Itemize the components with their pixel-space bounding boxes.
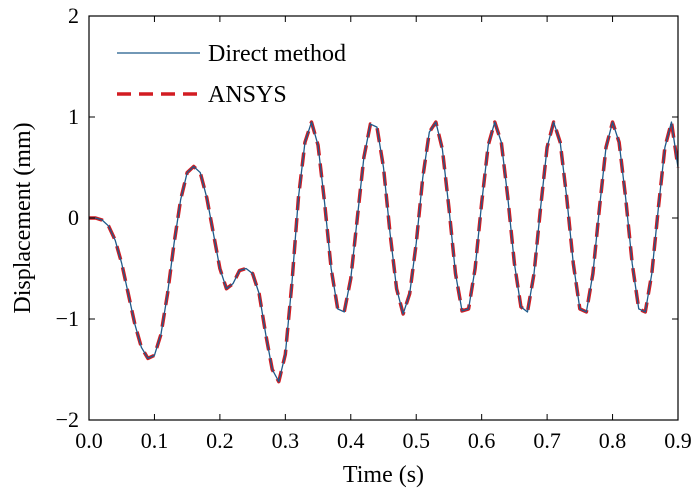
x-tick-label: 0.1 [141,428,169,453]
series-line-1 [89,121,679,383]
x-tick-label: 0.5 [402,428,430,453]
y-tick-label: 1 [68,104,79,129]
y-axis-title: Displacement (mm) [10,122,36,313]
x-tick-label: 0.9 [664,428,692,453]
y-tick-label: 0 [68,205,79,230]
legend-label-2: ANSYS [208,82,287,108]
x-tick-label: 0.7 [533,428,561,453]
x-tick-label: 0.4 [337,428,365,453]
y-tick-label: −2 [56,407,79,432]
legend: Direct method ANSYS [117,41,346,108]
x-tick-label: 0.2 [206,428,234,453]
y-tick-label: −1 [56,306,79,331]
legend-label-1: Direct method [208,41,346,67]
y-tick-label: 2 [68,3,79,28]
x-tick-label: 0.3 [272,428,300,453]
x-axis-title: Time (s) [343,462,424,488]
x-tick-label: 0.0 [75,428,103,453]
x-tick-label: 0.8 [599,428,627,453]
ticks: 0.0 0.1 0.2 0.3 0.4 0.5 0.6 0.7 0.8 0.9 −2 −1 0 1 2 [56,3,692,453]
x-tick-label: 0.6 [468,428,496,453]
plot-data-area [89,120,680,384]
